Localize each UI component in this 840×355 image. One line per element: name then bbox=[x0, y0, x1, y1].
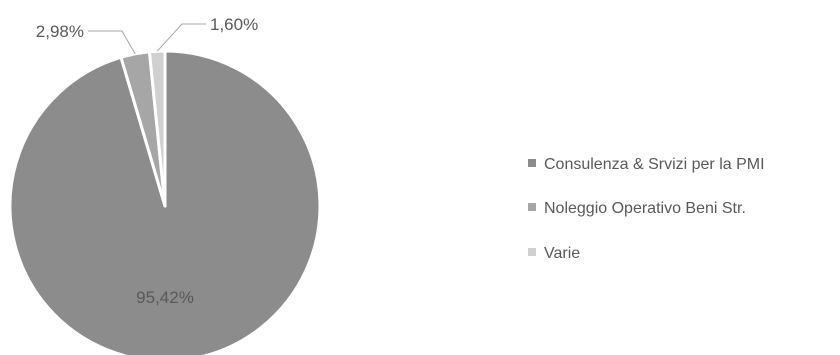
leader-line-varie bbox=[156, 23, 206, 52]
legend-swatch-varie bbox=[528, 248, 536, 256]
legend-label-varie: Varie bbox=[544, 245, 580, 262]
data-label-noleggio: 2,98% bbox=[36, 22, 84, 41]
pie-slices bbox=[8, 49, 322, 355]
leader-lines bbox=[88, 23, 206, 55]
legend-swatch-noleggio bbox=[528, 203, 536, 211]
data-label-varie: 1,60% bbox=[210, 15, 258, 34]
data-labels: 95,42% 2,98% 1,60% bbox=[36, 15, 258, 307]
data-label-consulenza: 95,42% bbox=[136, 288, 194, 307]
legend-label-consulenza: Consulenza & Srvizi per la PMI bbox=[544, 156, 765, 173]
legend-swatch-consulenza bbox=[528, 159, 536, 167]
leader-line-noleggio bbox=[88, 30, 136, 55]
legend-label-noleggio: Noleggio Operativo Beni Str. bbox=[544, 200, 746, 217]
legend: Consulenza & Srvizi per la PMI Noleggio … bbox=[528, 156, 765, 262]
pie-slice-consulenza bbox=[8, 49, 322, 355]
